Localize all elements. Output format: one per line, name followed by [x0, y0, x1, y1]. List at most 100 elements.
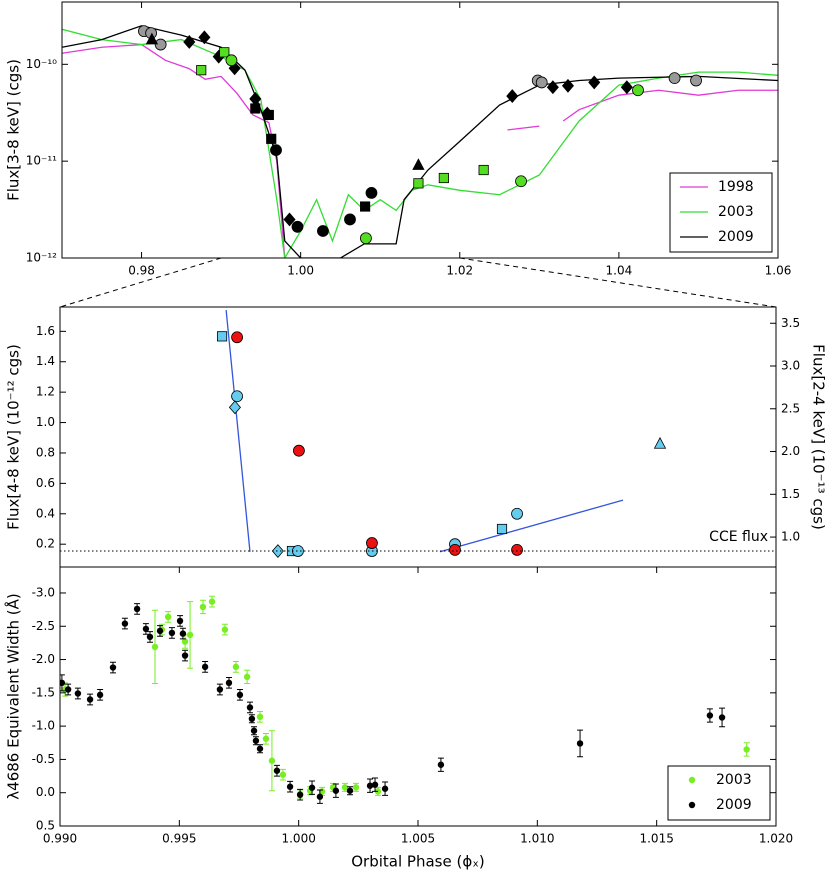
- point: [216, 686, 224, 693]
- legend-box: [667, 765, 771, 821]
- marker: [271, 544, 284, 558]
- point: [308, 784, 316, 791]
- point: [236, 691, 244, 699]
- y-tick-label: -3.0: [32, 585, 55, 599]
- y-axis-label: Flux[3-8 keV] (cgs): [5, 59, 23, 201]
- marker: [228, 400, 241, 415]
- marker: [366, 537, 378, 549]
- plot-frame: [61, 1, 779, 259]
- x-tick-label: 0.990: [43, 832, 77, 846]
- line: [225, 309, 251, 552]
- point: [199, 603, 207, 611]
- marker: [344, 213, 356, 226]
- marker: [196, 65, 207, 76]
- point: [381, 785, 389, 792]
- marker: [225, 54, 238, 67]
- x-tick-label: 1.020: [759, 832, 793, 846]
- marker: [198, 30, 211, 45]
- marker: [478, 164, 489, 176]
- y-tick-label: 0.0: [36, 785, 55, 799]
- y-tick-label: 0.5: [36, 819, 55, 833]
- y-tick-label: 10⁻¹⁰: [26, 57, 57, 71]
- y2-tick-label: 2.5: [781, 401, 800, 415]
- point: [576, 740, 584, 747]
- marker: [317, 225, 329, 237]
- legend-swatch: [688, 801, 696, 809]
- x-tick-label: 1.000: [281, 832, 315, 846]
- line: [62, 25, 778, 258]
- point: [366, 782, 374, 789]
- marker: [283, 212, 296, 227]
- point: [246, 704, 254, 711]
- point: [133, 605, 141, 613]
- marker: [690, 74, 702, 87]
- marker: [231, 390, 243, 403]
- marker: [270, 144, 282, 157]
- legend-label: 2003: [718, 204, 754, 220]
- point: [268, 757, 276, 764]
- marker: [360, 201, 371, 212]
- x-tick-label: 1.00: [287, 264, 314, 278]
- y2-tick-label: 3.5: [781, 316, 800, 330]
- marker: [291, 220, 304, 233]
- y-tick-label: 0.8: [36, 445, 55, 459]
- point: [743, 746, 750, 753]
- annotation: CCE flux: [709, 529, 768, 545]
- marker: [511, 543, 523, 556]
- y-tick-label: 1.2: [36, 385, 55, 399]
- point: [250, 727, 258, 734]
- y-axis-label: Flux[4-8 keV] (10⁻¹² cgs): [5, 344, 23, 530]
- marker: [250, 103, 261, 114]
- y2-tick-label: 3.0: [781, 359, 800, 373]
- plot-area: [62, 25, 778, 258]
- marker: [293, 444, 305, 457]
- marker: [535, 76, 548, 89]
- point: [243, 673, 251, 681]
- y-tick-label: 1.6: [36, 324, 55, 338]
- y-tick-label: 0.6: [36, 476, 55, 490]
- point: [437, 761, 445, 768]
- point: [346, 787, 354, 794]
- point: [341, 784, 349, 791]
- marker: [249, 91, 262, 106]
- y-tick-label: 0.4: [36, 506, 55, 520]
- point: [176, 617, 184, 625]
- legend-label: 2009: [716, 797, 752, 813]
- x-tick-label: 1.02: [446, 264, 473, 278]
- y-tick-label: 10⁻¹¹: [26, 154, 57, 168]
- marker: [292, 545, 304, 557]
- legend-label: 1998: [718, 179, 754, 195]
- marker: [620, 80, 633, 95]
- point: [296, 791, 304, 798]
- line: [439, 499, 624, 553]
- y-axis-label: λ4686 Equivalent Width (Å): [4, 593, 23, 799]
- y-tick-label: -2.0: [32, 652, 55, 666]
- point: [201, 663, 209, 671]
- point: [316, 793, 324, 800]
- y-tick-label: 0.2: [36, 537, 55, 551]
- y-tick-label: -0.5: [32, 752, 55, 766]
- marker: [515, 175, 527, 188]
- marker: [561, 78, 575, 93]
- marker: [263, 109, 274, 121]
- legend-label: 2003: [716, 772, 752, 788]
- point: [279, 771, 287, 778]
- marker: [653, 436, 667, 449]
- point: [96, 691, 104, 699]
- y2-axis-label: Flux[2-4 keV] (10⁻¹³ cgs): [810, 344, 828, 530]
- plot-area: [216, 309, 667, 558]
- point: [164, 613, 172, 621]
- point: [64, 686, 72, 693]
- marker: [506, 89, 519, 104]
- marker: [231, 331, 243, 344]
- marker: [145, 32, 159, 45]
- point: [156, 627, 164, 635]
- legend-label: 2009: [718, 229, 754, 245]
- plot-frame: [59, 566, 777, 827]
- marker: [365, 187, 378, 199]
- point: [181, 652, 189, 659]
- marker: [413, 178, 424, 189]
- point: [225, 679, 233, 687]
- y-tick-label: -1.5: [32, 685, 55, 699]
- marker: [546, 80, 559, 95]
